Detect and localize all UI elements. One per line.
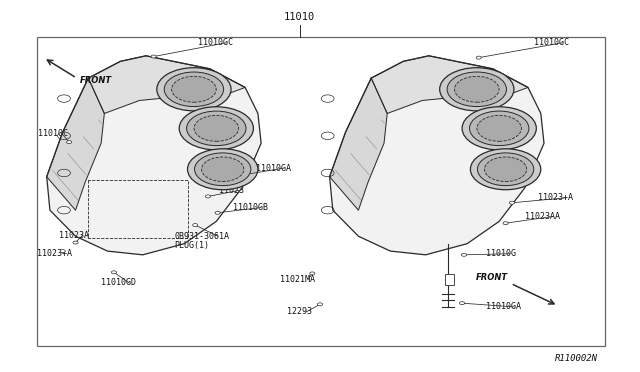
Text: 11023A: 11023A — [59, 231, 89, 240]
Circle shape — [503, 222, 508, 225]
Circle shape — [73, 241, 78, 244]
Ellipse shape — [202, 157, 244, 182]
Text: 11010GC: 11010GC — [534, 38, 570, 47]
Circle shape — [310, 272, 315, 275]
Polygon shape — [330, 78, 387, 210]
Circle shape — [317, 303, 323, 306]
Circle shape — [215, 211, 220, 214]
Ellipse shape — [179, 107, 253, 150]
Circle shape — [229, 175, 234, 178]
Text: 11010GA: 11010GA — [256, 164, 291, 173]
Text: 11023AA: 11023AA — [525, 212, 560, 221]
Polygon shape — [88, 56, 245, 113]
Text: 11021MA: 11021MA — [280, 275, 316, 284]
Text: 11010GD: 11010GD — [101, 278, 136, 287]
Circle shape — [193, 224, 198, 227]
Circle shape — [461, 253, 467, 256]
Ellipse shape — [477, 153, 534, 186]
Circle shape — [205, 195, 211, 198]
Circle shape — [151, 55, 156, 58]
Ellipse shape — [194, 115, 239, 141]
Circle shape — [476, 56, 481, 59]
Text: 11010GC: 11010GC — [198, 38, 234, 47]
Text: 0B931-3061A: 0B931-3061A — [174, 232, 229, 241]
Text: R110002N: R110002N — [556, 354, 598, 363]
Ellipse shape — [484, 157, 527, 182]
Text: 11010C: 11010C — [38, 129, 68, 138]
Ellipse shape — [470, 111, 529, 145]
Text: 11010G: 11010G — [486, 249, 516, 258]
Text: 11023+A: 11023+A — [538, 193, 573, 202]
Ellipse shape — [440, 68, 514, 111]
Polygon shape — [47, 78, 104, 210]
Circle shape — [509, 201, 515, 204]
Ellipse shape — [172, 76, 216, 102]
Text: 11023+A: 11023+A — [37, 249, 72, 258]
Text: 12293: 12293 — [287, 307, 312, 316]
Ellipse shape — [454, 76, 499, 102]
Text: 11023: 11023 — [219, 186, 244, 195]
Ellipse shape — [195, 153, 251, 186]
Ellipse shape — [470, 149, 541, 190]
Circle shape — [111, 271, 116, 274]
Text: 11010GB: 11010GB — [233, 203, 268, 212]
Ellipse shape — [157, 68, 231, 111]
Text: PLUG(1): PLUG(1) — [174, 241, 209, 250]
Ellipse shape — [164, 72, 223, 106]
Circle shape — [460, 302, 465, 305]
Ellipse shape — [187, 111, 246, 145]
Polygon shape — [47, 56, 261, 255]
Circle shape — [60, 250, 65, 253]
Ellipse shape — [447, 72, 506, 106]
Text: FRONT: FRONT — [476, 273, 508, 282]
Bar — [37, 37, 605, 346]
Text: 11010: 11010 — [284, 12, 315, 22]
Circle shape — [67, 141, 72, 144]
Ellipse shape — [477, 115, 522, 141]
Polygon shape — [371, 56, 528, 113]
Text: FRONT: FRONT — [80, 76, 112, 85]
Ellipse shape — [462, 107, 536, 150]
Bar — [445, 274, 454, 285]
Ellipse shape — [188, 149, 258, 190]
Text: 11010GA: 11010GA — [486, 302, 522, 311]
Polygon shape — [330, 56, 544, 255]
